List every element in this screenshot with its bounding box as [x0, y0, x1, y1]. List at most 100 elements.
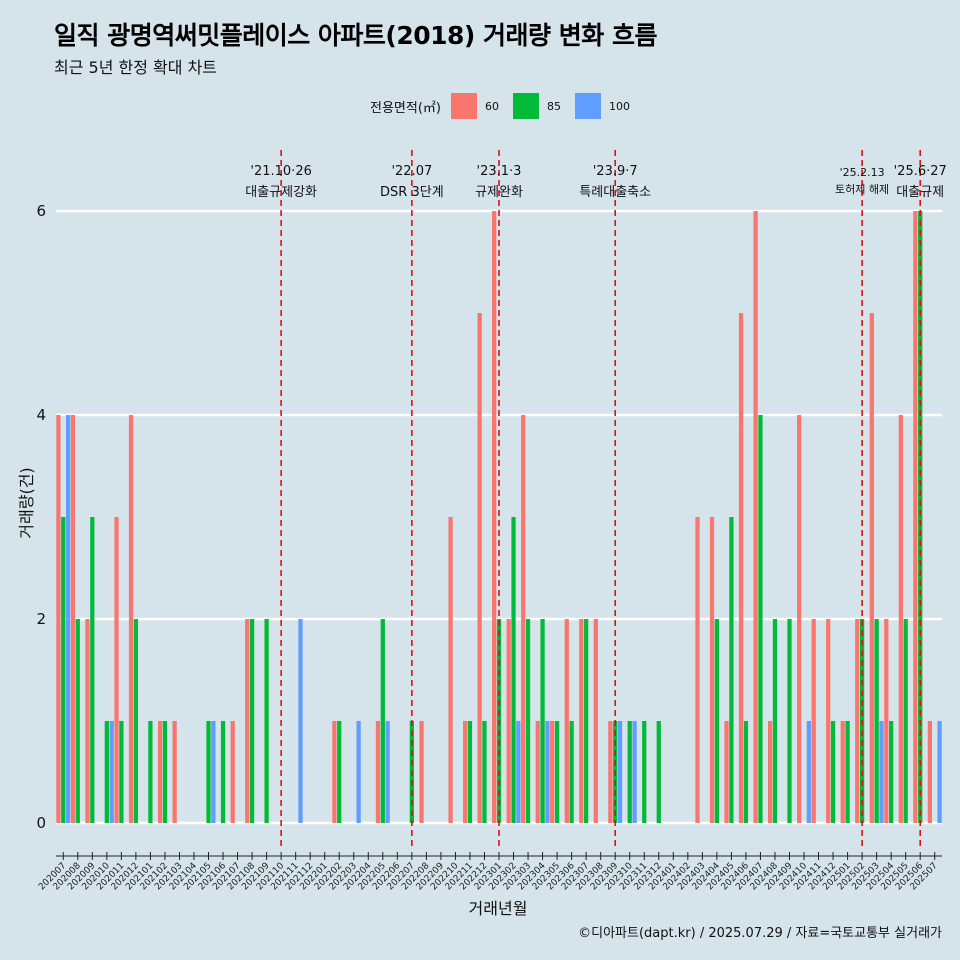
legend-label-85: 85 [546, 99, 561, 113]
bar-60-202211 [462, 721, 468, 823]
bar-60-202208 [419, 721, 424, 823]
bar-85-202312 [656, 721, 661, 823]
x-axis-label: 거래년월 [469, 899, 528, 918]
bar-85-202307 [584, 619, 589, 823]
legend-swatch-85 [512, 93, 539, 119]
annotations: '21.10·26 대출규제강화 '22.07 DSR 3단계 '23.1·3 규제완화 '… [245, 150, 947, 850]
bar-60-202507 [927, 721, 933, 823]
bar-60-202008 [70, 415, 76, 823]
legend-item-60: 60 [450, 93, 499, 119]
bar-85-202007 [61, 517, 66, 823]
bar-85-202306 [569, 721, 574, 823]
annotation-date: '25.2.13 [840, 166, 885, 179]
y-tick-label: 2 [36, 610, 46, 628]
bar-60-202302 [506, 619, 511, 823]
y-axis-label: 거래량(건) [17, 467, 36, 538]
bar-85-202506 [918, 211, 923, 823]
bar-85-202405 [729, 517, 734, 823]
legend: 전용면적(㎡) 60 85 100 [370, 93, 644, 119]
annotation-label: DSR 3단계 [380, 185, 444, 200]
bar-60-202410 [797, 415, 802, 823]
bar-100-202503 [879, 721, 884, 823]
bar-60-202408 [768, 721, 773, 823]
bar-60-202504 [884, 619, 889, 823]
bar-60-202103 [172, 721, 177, 823]
bar-100-202410 [806, 721, 811, 823]
bar-60-202506 [913, 211, 918, 823]
bar-100-202310 [632, 721, 637, 823]
bar-85-202202 [337, 721, 342, 823]
bar-60-202501 [840, 721, 845, 823]
bar-60-202210 [448, 517, 453, 823]
bar-100-202309 [617, 721, 623, 823]
legend-label-100: 100 [608, 99, 630, 113]
bar-85-202108 [249, 619, 255, 823]
bar-60-202007 [56, 415, 61, 823]
bar-100-202507 [937, 721, 942, 823]
annotation-date: '21.10·26 [250, 164, 311, 179]
source-caption: ©디아파트(dapt.kr) / 2025.07.29 / 자료=국토교통부 실… [578, 926, 942, 941]
legend-title: 전용면적(㎡) [370, 100, 441, 116]
bar-100-202105 [211, 721, 216, 823]
annotation-label: 규제완화 [475, 185, 523, 200]
bar-85-202412 [830, 721, 836, 823]
bar-85-202212 [482, 721, 487, 823]
bar-100-202007 [65, 415, 71, 823]
bars [56, 211, 942, 823]
legend-swatch-100 [574, 93, 601, 119]
bar-60-202212 [477, 313, 482, 823]
bar-60-202301 [492, 211, 497, 823]
bar-85-202106 [220, 721, 226, 823]
bar-60-202012 [128, 415, 134, 823]
bar-60-202107 [230, 721, 235, 823]
bar-60-202304 [535, 721, 540, 823]
bar-100-202205 [385, 721, 390, 823]
bar-60-202411 [811, 619, 816, 823]
bar-60-202404 [709, 517, 715, 823]
chart-subtitle: 최근 5년 한정 확대 차트 [54, 58, 218, 77]
bar-85-202505 [903, 619, 908, 823]
bar-60-202406 [738, 313, 744, 823]
bar-60-202303 [521, 415, 526, 823]
y-tick-label: 0 [36, 814, 46, 832]
bar-85-202105 [206, 721, 211, 823]
bar-60-202412 [826, 619, 831, 823]
bar-60-202308 [593, 619, 598, 823]
bar-60-202505 [898, 415, 903, 823]
bar-100-202302 [516, 721, 521, 823]
bar-85-202304 [540, 619, 545, 823]
bar-85-202303 [525, 619, 531, 823]
bar-85-202011 [119, 721, 124, 823]
bar-85-202109 [264, 619, 269, 823]
bar-60-202503 [869, 313, 874, 823]
bar-85-202009 [90, 517, 95, 823]
y-tick-label: 4 [36, 406, 46, 424]
axes: 0246202007202008202009202010202011202012… [36, 202, 942, 892]
bar-60-202202 [332, 721, 337, 823]
bar-60-202407 [753, 211, 758, 823]
bar-85-202311 [642, 721, 647, 823]
bar-100-202111 [298, 619, 303, 823]
bar-85-202310 [627, 721, 632, 823]
chart-title: 일직 광명역써밋플레이스 아파트(2018) 거래량 변화 흐름 [54, 21, 657, 50]
bar-85-202010 [104, 721, 109, 823]
bar-85-202408 [772, 619, 778, 823]
annotation-label: 대출규제강화 [245, 185, 317, 200]
bar-85-202302 [511, 517, 516, 823]
bar-85-202102 [162, 721, 168, 823]
bar-85-202503 [874, 619, 879, 823]
annotation-label: 특례대출축소 [579, 185, 651, 200]
bar-85-202008 [75, 619, 80, 823]
bar-60-202403 [695, 517, 700, 823]
bar-60-202102 [157, 721, 163, 823]
bar-85-202407 [758, 415, 763, 823]
bar-100-202304 [545, 721, 550, 823]
bar-85-202504 [889, 721, 894, 823]
bar-60-202306 [564, 619, 569, 823]
bar-60-202309 [608, 721, 613, 823]
legend-swatch-60 [450, 93, 477, 119]
bar-60-202307 [579, 619, 584, 823]
bar-85-202501 [845, 721, 850, 823]
bar-85-202406 [743, 721, 749, 823]
